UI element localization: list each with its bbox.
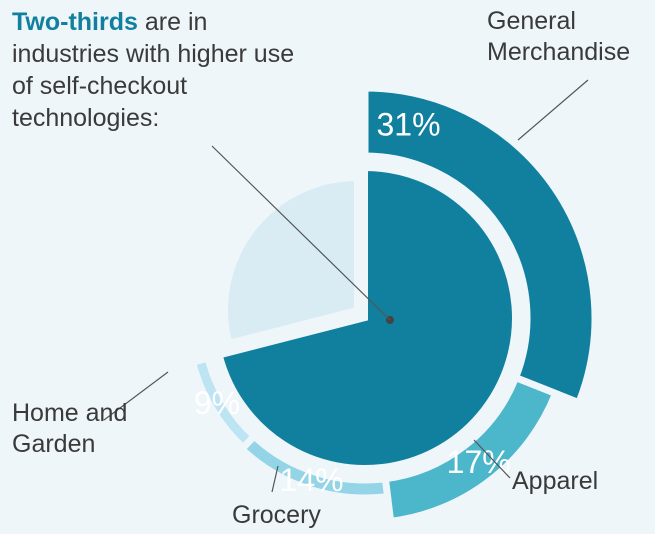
donut: 31% 17% 14% 9% [188, 84, 599, 526]
leader-line [271, 465, 279, 493]
segment [361, 84, 599, 408]
leader-line [103, 371, 169, 421]
category-label: Grocery [232, 501, 321, 529]
value-label: 9% [194, 385, 240, 421]
annotation-text: are in industries with higher use of sel… [12, 8, 295, 132]
leader-line [473, 439, 511, 479]
segment [381, 373, 561, 526]
inner-rest [222, 174, 360, 347]
value-label: 31% [376, 106, 440, 142]
leader-line [517, 79, 589, 141]
segment [188, 354, 260, 453]
category-label: General Merchandise [487, 7, 631, 66]
value-label: 17% [447, 444, 511, 480]
category-label: Apparel [512, 467, 599, 495]
inner-share [216, 164, 518, 471]
leader-line [211, 145, 391, 321]
annotation: Two-thirds are in industries with higher… [12, 6, 312, 134]
annotation-bold: Two-thirds [12, 8, 138, 36]
category-label: Home and Garden [12, 399, 128, 458]
leader-lines [103, 79, 589, 493]
value-label: 14% [280, 462, 344, 498]
